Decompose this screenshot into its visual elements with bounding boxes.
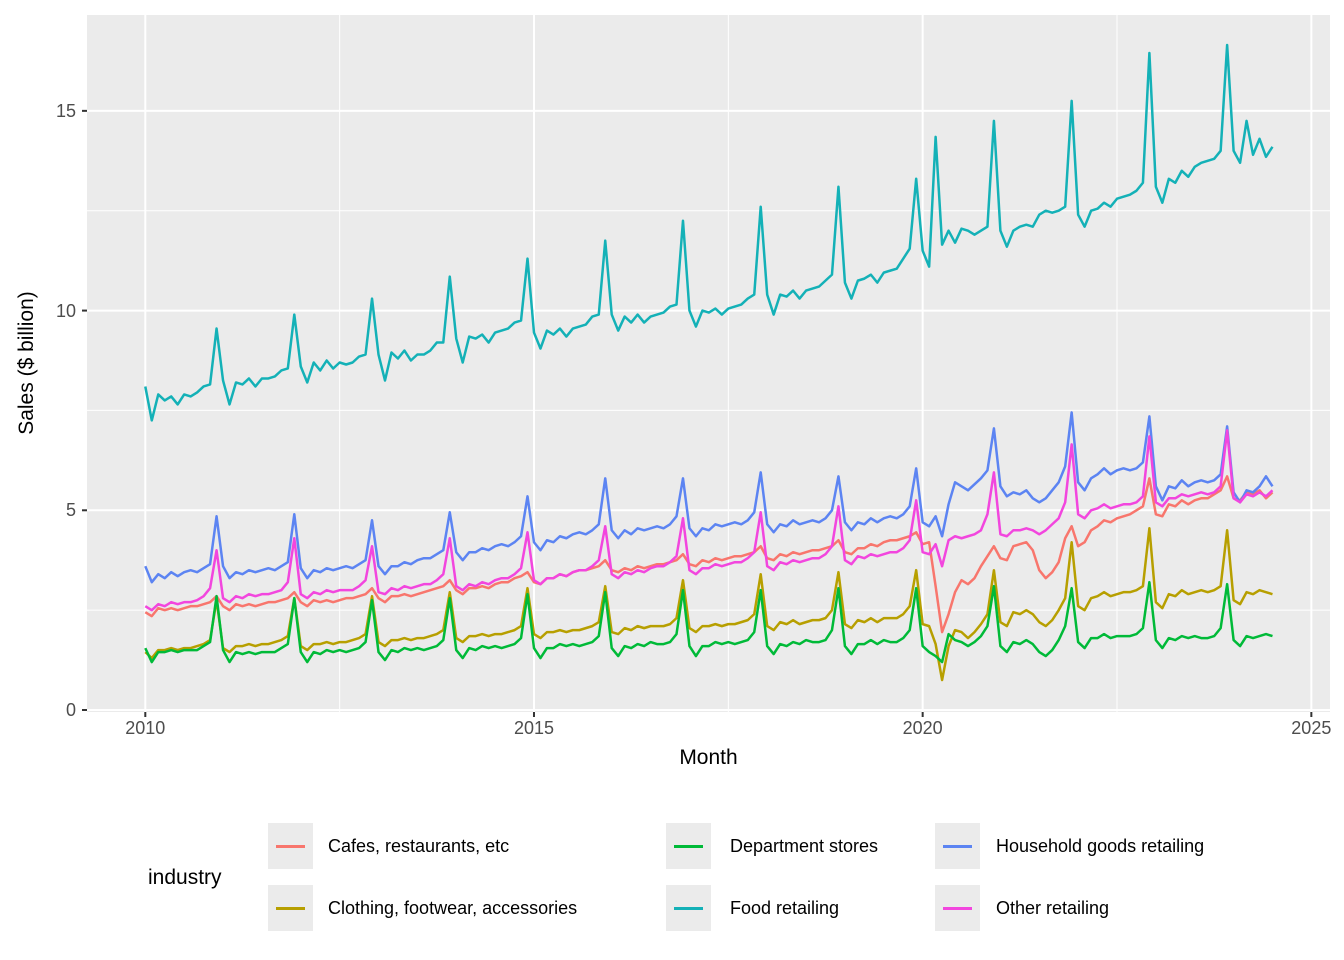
legend-label-department-stores: Department stores: [730, 836, 879, 856]
legend-key-clothing: [268, 885, 313, 931]
x-tick-label-2015: 2015: [513, 718, 554, 738]
legend-title: industry: [148, 866, 222, 889]
cafes-line-swatch-icon: [276, 844, 305, 848]
series-lines: [144, 43, 1274, 682]
legend-key-department-stores: [666, 823, 711, 869]
x-axis-title: Month: [679, 746, 738, 769]
clothing-line-swatch-icon: [276, 906, 305, 910]
y-tick-label-10: 10: [55, 300, 76, 321]
series-line-household-goods-retailing: [144, 411, 1274, 584]
legend-label-cafes: Cafes, restaurants, etc: [328, 836, 510, 856]
x-tick-label-2020: 2020: [902, 718, 943, 738]
x-tick-label-2010: 2010: [125, 718, 166, 738]
axis-ticks: [82, 109, 1313, 717]
legend-key-other-retailing: [935, 885, 980, 931]
y-tick-label-15: 15: [55, 100, 76, 121]
legend-label-household-goods: Household goods retailing: [996, 836, 1205, 856]
gridlines: [87, 15, 1330, 712]
y-tick-label-5: 5: [65, 500, 76, 521]
series-line-department-stores: [144, 580, 1273, 664]
y-axis-title: Sales ($ billion): [15, 291, 38, 435]
household-goods-line-swatch-icon: [943, 844, 972, 848]
legend-key-cafes: [268, 823, 313, 869]
legend-key-food-retailing: [666, 885, 711, 931]
legend-label-clothing: Clothing, footwear, accessories: [328, 898, 578, 918]
department-stores-line-swatch-icon: [674, 844, 703, 848]
series-line-other-retailing: [144, 429, 1274, 612]
series-line-clothing-footwear-accessories: [144, 527, 1273, 682]
x-tick-label-2025: 2025: [1291, 718, 1332, 738]
plot-panel: [87, 15, 1330, 712]
y-tick-label-0: 0: [65, 700, 76, 720]
food-retailing-line-swatch-icon: [674, 906, 703, 910]
series-line-cafes-restaurants-etc: [144, 475, 1274, 634]
legend-key-household-goods: [935, 823, 980, 869]
legend-label-food-retailing: Food retailing: [730, 898, 840, 918]
other-retailing-line-swatch-icon: [943, 906, 972, 910]
legend-label-other-retailing: Other retailing: [996, 898, 1110, 918]
series-line-food-retailing: [144, 43, 1274, 422]
